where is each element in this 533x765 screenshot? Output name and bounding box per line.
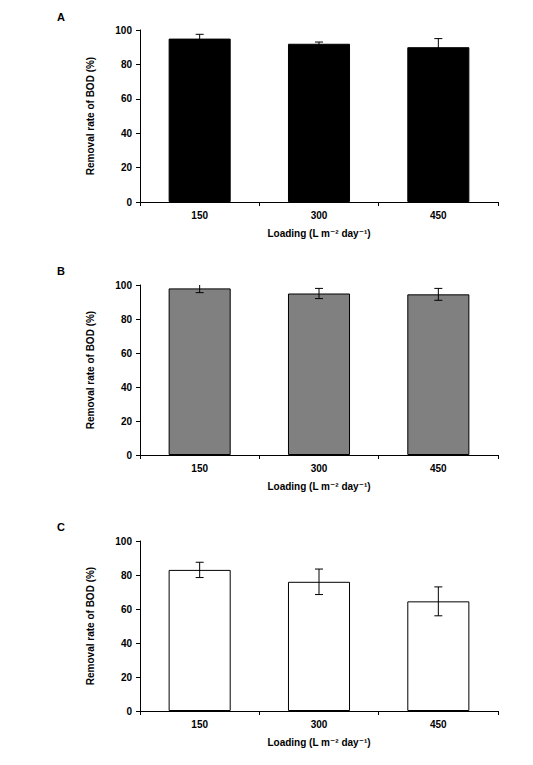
- svg-text:450: 450: [430, 719, 447, 730]
- svg-text:40: 40: [121, 638, 133, 649]
- svg-text:80: 80: [121, 570, 133, 581]
- svg-text:Loading (L m⁻² day⁻¹): Loading (L m⁻² day⁻¹): [267, 481, 370, 492]
- svg-text:0: 0: [126, 706, 132, 717]
- svg-text:20: 20: [121, 672, 133, 683]
- svg-text:20: 20: [121, 162, 133, 173]
- svg-text:A: A: [57, 11, 65, 23]
- svg-text:150: 150: [191, 463, 208, 474]
- svg-text:0: 0: [126, 450, 132, 461]
- svg-text:Removal rate of BOD (%): Removal rate of BOD (%): [85, 57, 96, 175]
- svg-text:0: 0: [126, 197, 132, 208]
- svg-text:40: 40: [121, 128, 133, 139]
- svg-text:100: 100: [115, 25, 132, 36]
- svg-text:Removal rate of BOD (%): Removal rate of BOD (%): [85, 567, 96, 685]
- svg-text:C: C: [57, 521, 65, 533]
- svg-text:80: 80: [121, 314, 133, 325]
- svg-text:100: 100: [115, 280, 132, 291]
- svg-text:60: 60: [121, 93, 133, 104]
- svg-text:300: 300: [311, 210, 328, 221]
- svg-text:80: 80: [121, 59, 133, 70]
- svg-text:300: 300: [311, 463, 328, 474]
- svg-text:60: 60: [121, 604, 133, 615]
- svg-text:Loading (L m⁻² day⁻¹): Loading (L m⁻² day⁻¹): [267, 228, 370, 239]
- svg-text:40: 40: [121, 382, 133, 393]
- svg-text:Loading (L m⁻² day⁻¹): Loading (L m⁻² day⁻¹): [267, 737, 370, 748]
- svg-text:Removal rate of BOD (%): Removal rate of BOD (%): [85, 311, 96, 429]
- svg-text:60: 60: [121, 348, 133, 359]
- svg-text:100: 100: [115, 536, 132, 547]
- svg-text:450: 450: [430, 463, 447, 474]
- svg-text:150: 150: [191, 210, 208, 221]
- svg-text:450: 450: [430, 210, 447, 221]
- svg-text:300: 300: [311, 719, 328, 730]
- svg-text:150: 150: [191, 719, 208, 730]
- svg-text:20: 20: [121, 416, 133, 427]
- svg-text:B: B: [57, 265, 65, 277]
